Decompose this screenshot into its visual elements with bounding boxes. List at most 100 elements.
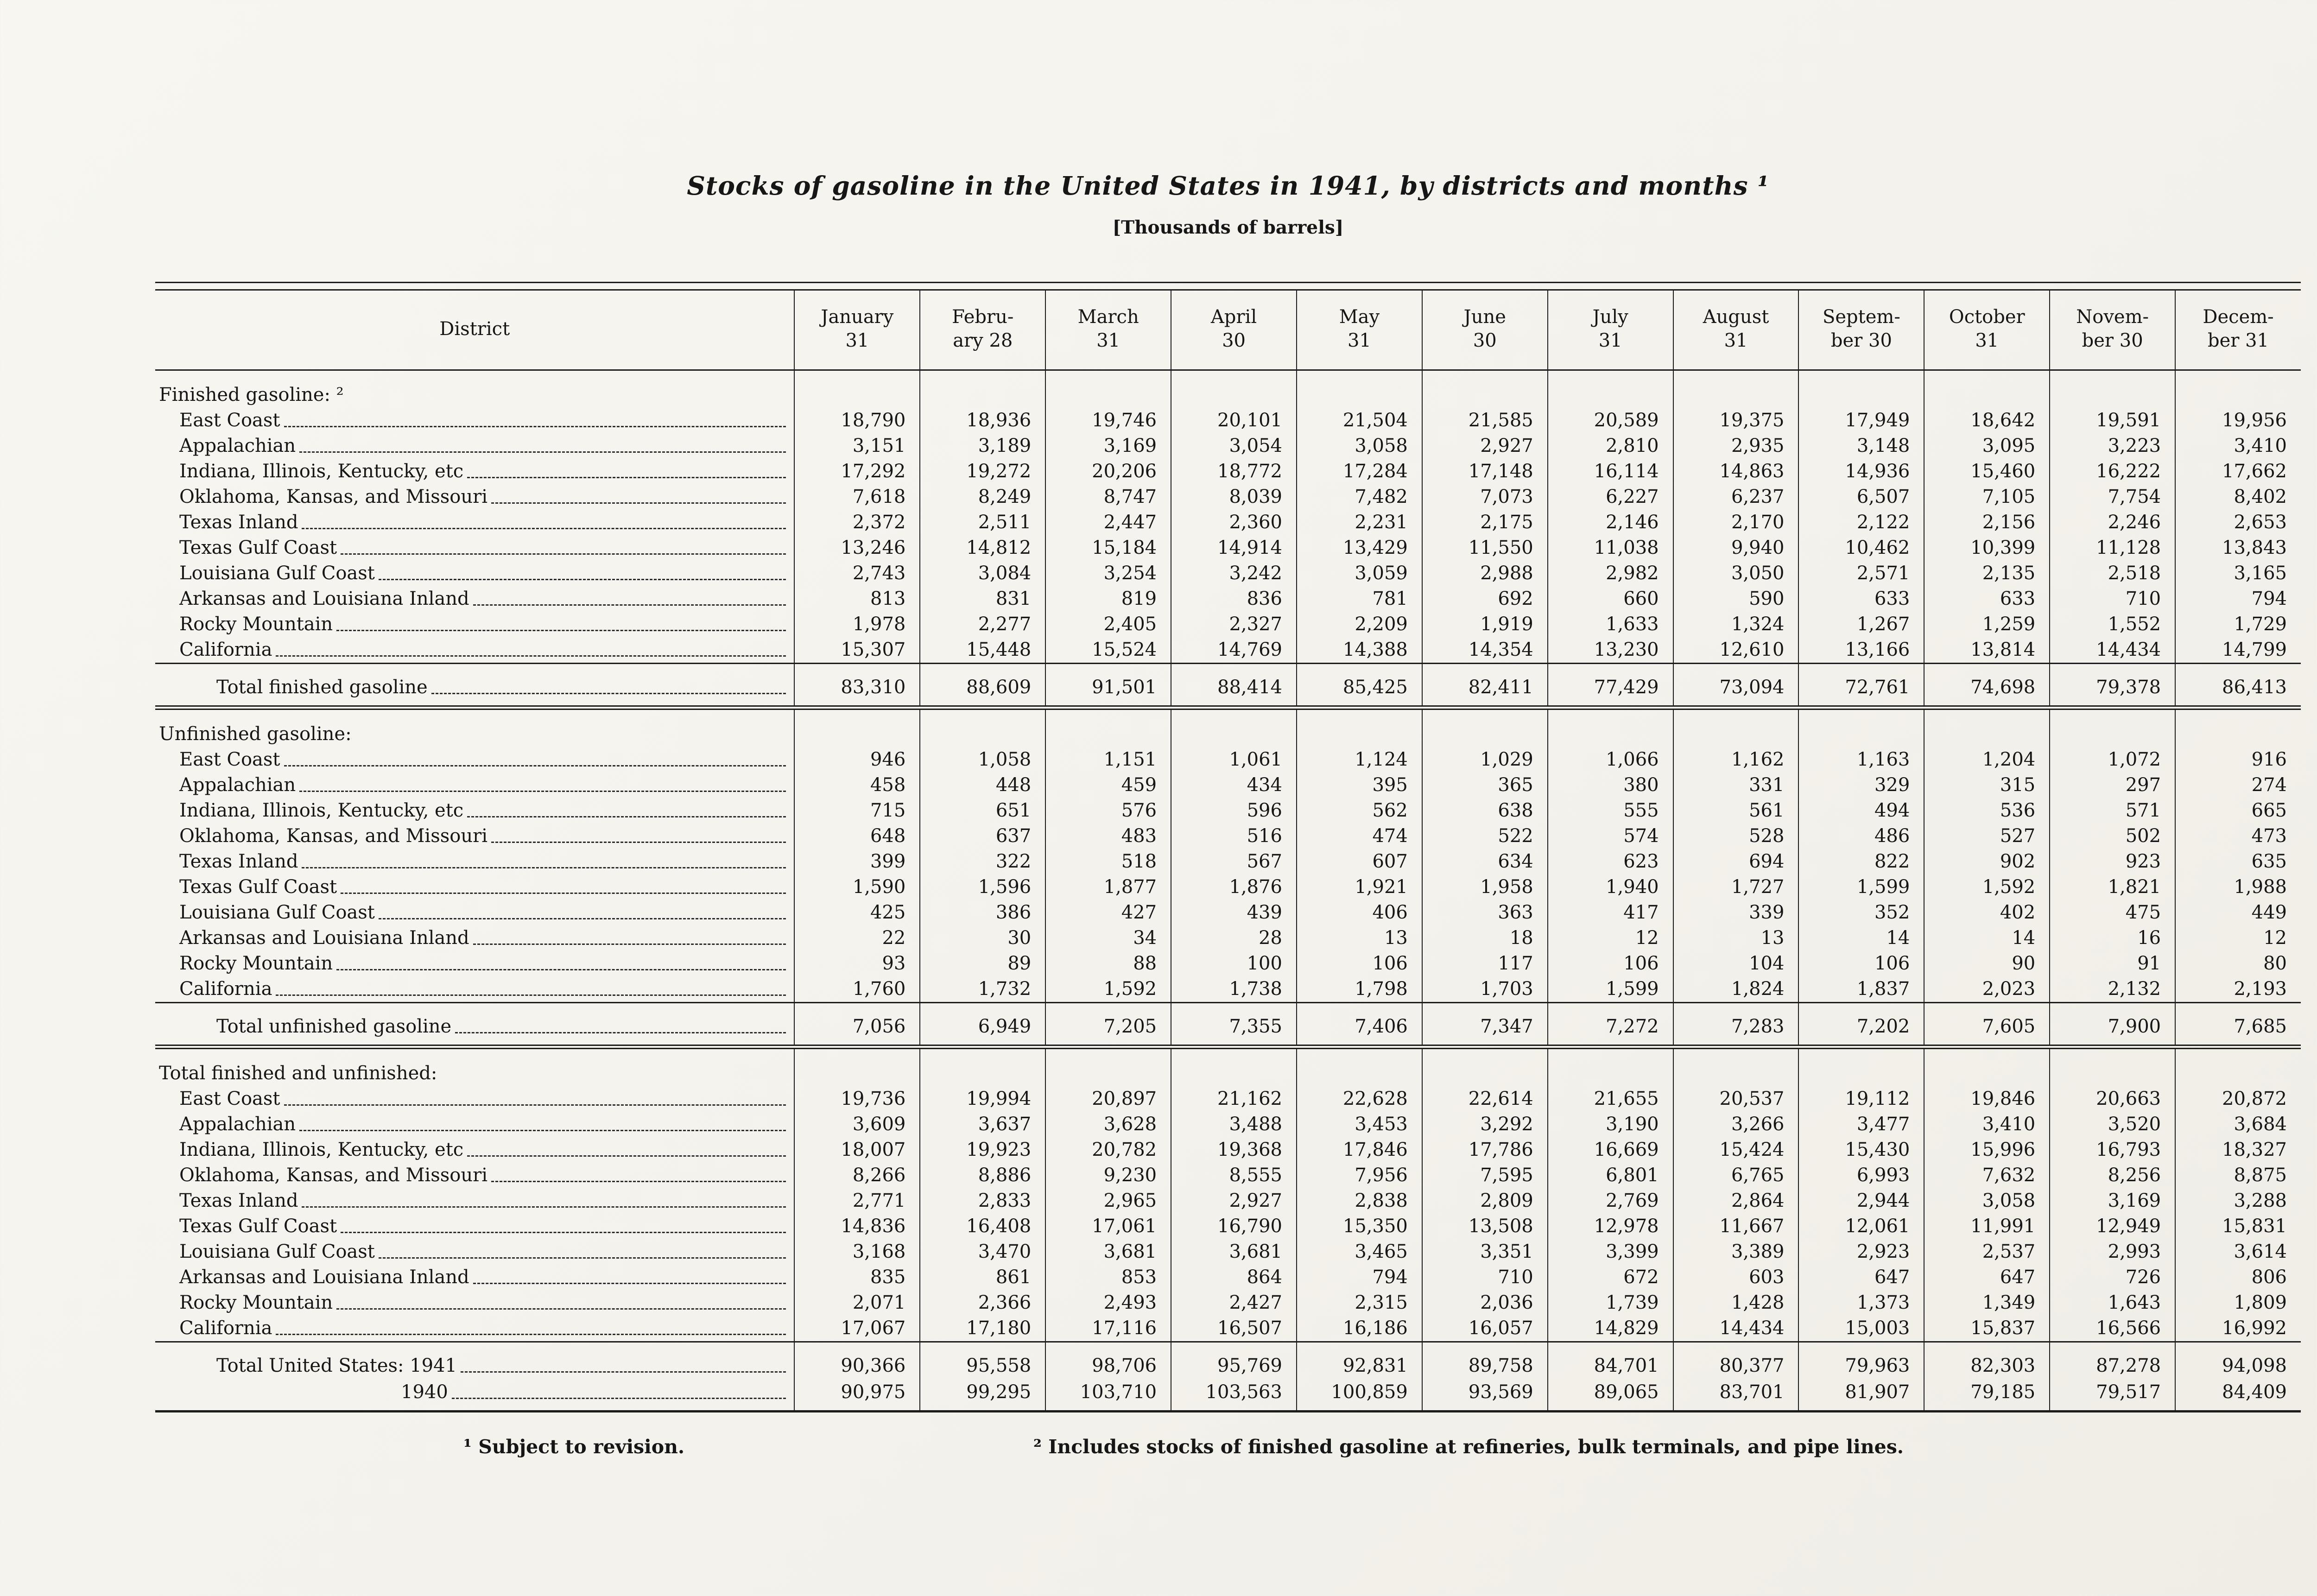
value-cell: 3,165	[2175, 561, 2301, 587]
empty-cell	[1045, 708, 1171, 747]
table-row: Appalachian 3,151 3,189 3,169 3,054 3,058 2,92…	[155, 433, 2301, 459]
section-label-row: Unfinished gasoline:	[155, 708, 2301, 747]
value-cell: 494	[1798, 798, 1925, 824]
value-cell: 19,368	[1171, 1137, 1297, 1163]
value-cell: 483	[1045, 823, 1171, 849]
value-cell: 2,071	[794, 1290, 920, 1316]
value-cell: 439	[1171, 900, 1297, 926]
empty-cell	[1798, 370, 1925, 408]
value-cell: 7,685	[2175, 1002, 2301, 1050]
value-cell: 555	[1547, 798, 1673, 824]
value-cell: 1,821	[2049, 874, 2176, 900]
value-cell: 1,151	[1045, 747, 1171, 773]
value-cell: 3,292	[1421, 1112, 1548, 1138]
value-cell: 8,266	[794, 1163, 920, 1189]
row-label: Rocky Mountain	[179, 953, 333, 975]
value-cell: 7,754	[2049, 484, 2176, 510]
value-cell: 576	[1045, 798, 1171, 824]
value-cell: 315	[1924, 773, 2050, 798]
value-cell: 2,988	[1421, 561, 1548, 587]
value-cell: 6,765	[1672, 1163, 1799, 1189]
dotted-leader	[473, 604, 786, 606]
value-cell: 2,571	[1798, 561, 1925, 587]
value-cell: 15,003	[1798, 1316, 1925, 1342]
empty-cell	[1296, 1047, 1422, 1087]
table-row: California 1,760 1,732 1,592 1,738 1,798 1,703…	[155, 976, 2301, 1003]
value-cell: 82,303	[1924, 1341, 2050, 1380]
row-label: East Coast	[179, 1088, 280, 1110]
row-label: Total finished gasoline	[216, 677, 428, 698]
dotted-leader	[341, 893, 786, 894]
value-cell: 7,605	[1924, 1002, 2050, 1050]
table-row: East Coast 18,790 18,936 19,746 20,101 21,504…	[155, 408, 2301, 434]
value-cell: 84,701	[1547, 1341, 1673, 1380]
value-cell: 672	[1547, 1265, 1673, 1291]
value-cell: 7,355	[1171, 1002, 1297, 1050]
value-cell: 17,662	[2175, 459, 2301, 485]
district-cell: Texas Inland	[155, 1188, 794, 1214]
value-cell: 79,378	[2049, 663, 2176, 710]
value-cell: 18,327	[2175, 1137, 2301, 1163]
value-cell: 18	[1421, 925, 1548, 951]
value-cell: 331	[1672, 773, 1799, 798]
value-cell: 20,782	[1045, 1137, 1171, 1163]
value-cell: 710	[2049, 586, 2176, 612]
value-cell: 2,360	[1171, 510, 1297, 536]
value-cell: 3,189	[919, 433, 1046, 459]
value-cell: 3,223	[2049, 433, 2176, 459]
value-cell: 88	[1045, 951, 1171, 977]
value-cell: 2,511	[919, 510, 1046, 536]
value-cell: 90,975	[794, 1379, 920, 1413]
row-label: Finished gasoline: ²	[159, 384, 344, 406]
value-cell: 13	[1672, 925, 1799, 951]
row-label: Arkansas and Louisiana Inland	[179, 927, 469, 949]
value-cell: 7,105	[1924, 484, 2050, 510]
value-cell: 902	[1924, 849, 2050, 875]
row-label: Total unfinished gasoline	[216, 1016, 452, 1038]
row-label: California	[179, 639, 272, 661]
value-cell: 10,399	[1924, 535, 2050, 561]
month-header: January 31	[794, 289, 920, 371]
value-cell: 2,036	[1421, 1290, 1548, 1316]
table-row: East Coast 19,736 19,994 20,897 21,162 22,628…	[155, 1086, 2301, 1112]
value-cell: 3,681	[1171, 1239, 1297, 1265]
value-cell: 1,958	[1421, 874, 1548, 900]
value-cell: 2,246	[2049, 510, 2176, 536]
value-cell: 7,056	[794, 1002, 920, 1050]
row-label: Texas Gulf Coast	[179, 876, 337, 898]
value-cell: 1,633	[1547, 612, 1673, 638]
month-header: Septem-ber 30	[1798, 289, 1925, 371]
value-cell: 836	[1171, 586, 1297, 612]
value-cell: 11,038	[1547, 535, 1673, 561]
value-cell: 85,425	[1296, 663, 1422, 710]
district-cell: Appalachian	[155, 1112, 794, 1137]
value-cell: 117	[1421, 951, 1548, 977]
value-cell: 14,434	[2049, 637, 2176, 664]
dotted-leader	[431, 693, 786, 695]
value-cell: 17,949	[1798, 408, 1925, 434]
dotted-leader	[284, 1104, 786, 1106]
value-cell: 1,267	[1798, 612, 1925, 638]
row-label: Arkansas and Louisiana Inland	[179, 588, 469, 610]
value-cell: 14	[1924, 925, 2050, 951]
row-label: Louisiana Gulf Coast	[179, 902, 375, 924]
value-cell: 2,315	[1296, 1290, 1422, 1316]
table-row: Indiana, Illinois, Kentucky, etc 715 651 57…	[155, 798, 2301, 824]
value-cell: 6,237	[1672, 484, 1799, 510]
table-row: Oklahoma, Kansas, and Missouri 8,266 8,886…	[155, 1163, 2301, 1189]
value-cell: 2,927	[1171, 1188, 1297, 1214]
value-cell: 10,462	[1798, 535, 1925, 561]
value-cell: 100	[1171, 951, 1297, 977]
value-cell: 3,190	[1547, 1112, 1673, 1138]
value-cell: 15,350	[1296, 1214, 1422, 1240]
value-cell: 2,135	[1924, 561, 2050, 587]
value-cell: 14,836	[794, 1214, 920, 1240]
value-cell: 352	[1798, 900, 1925, 926]
value-cell: 363	[1421, 900, 1548, 926]
value-cell: 90,366	[794, 1341, 920, 1380]
value-cell: 8,555	[1171, 1163, 1297, 1189]
empty-cell	[1672, 370, 1799, 408]
value-cell: 21,655	[1547, 1086, 1673, 1112]
district-cell: California	[155, 976, 794, 1003]
value-cell: 3,628	[1045, 1112, 1171, 1138]
